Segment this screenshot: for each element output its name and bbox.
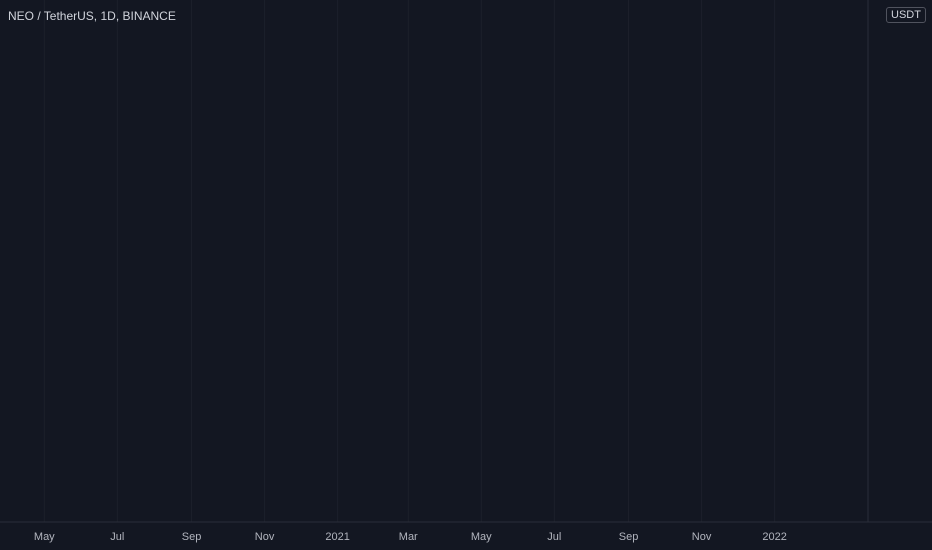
time-tick-label: May xyxy=(471,531,492,543)
time-tick-label: Nov xyxy=(255,531,275,543)
time-tick-label: Nov xyxy=(692,531,712,543)
time-axis: May Jul Sep Nov 2021 Mar May Jul Sep Nov 2022 xyxy=(34,531,787,543)
time-tick-label: Jul xyxy=(547,531,561,543)
grid xyxy=(0,0,868,522)
time-tick-label: Jul xyxy=(110,531,124,543)
time-tick-label: 2021 xyxy=(325,531,349,543)
time-tick-label: Sep xyxy=(182,531,202,543)
symbol-title[interactable]: NEO / TetherUS, 1D, BINANCE xyxy=(8,9,176,23)
time-tick-label: 2022 xyxy=(762,531,786,543)
currency-badge[interactable]: USDT xyxy=(886,7,926,23)
time-tick-label: Sep xyxy=(619,531,639,543)
time-tick-label: May xyxy=(34,531,55,543)
time-tick-label: Mar xyxy=(399,531,418,543)
